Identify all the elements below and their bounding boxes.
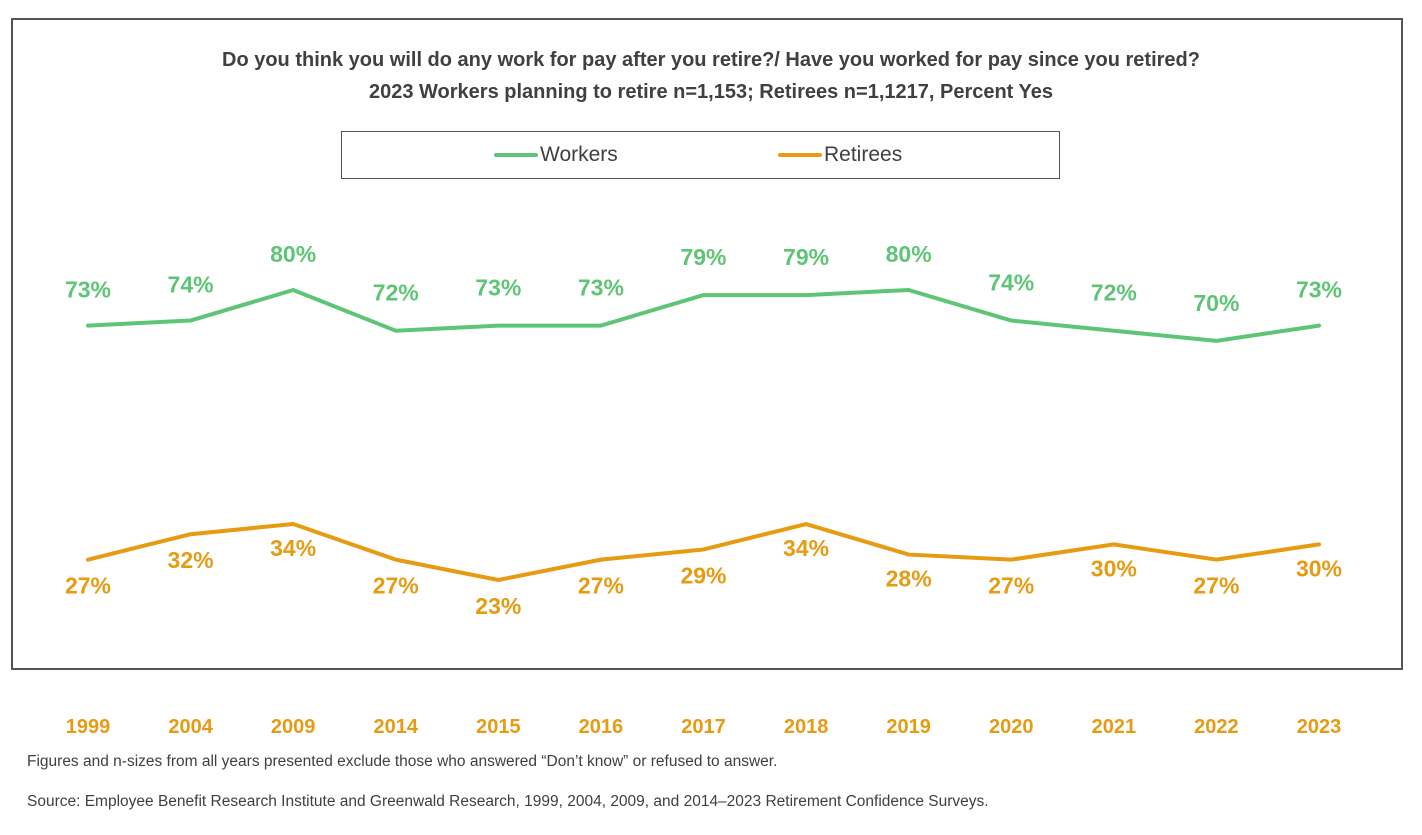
legend-label-workers: Workers (540, 142, 618, 166)
data-label-workers-2023: 73% (1296, 277, 1342, 303)
x-tick-label-2016: 2016 (579, 716, 624, 738)
chart-legend: Workers Retirees (341, 131, 1060, 179)
x-tick-label-2017: 2017 (681, 716, 726, 738)
series-line-workers (86, 288, 1321, 343)
data-label-workers-2017: 79% (680, 244, 726, 270)
data-label-workers-2018: 79% (783, 244, 829, 270)
data-label-retirees-2009: 34% (270, 535, 316, 561)
data-label-retirees-2004: 32% (168, 547, 214, 573)
chart-title-block: Do you think you will do any work for pa… (0, 44, 1422, 108)
chart-subtitle: 2023 Workers planning to retire n=1,153;… (368, 81, 1054, 103)
data-label-retirees-1999: 27% (65, 573, 111, 599)
data-label-retirees-2014: 27% (373, 573, 419, 599)
data-label-workers-2021: 72% (1091, 280, 1137, 306)
source-note: Source: Employee Benefit Research Instit… (27, 793, 989, 810)
data-label-retirees-2020: 27% (988, 573, 1034, 599)
data-label-retirees-2021: 30% (1091, 555, 1137, 581)
data-label-workers-2019: 80% (886, 241, 932, 267)
data-label-workers-2020: 74% (988, 270, 1034, 296)
legend-swatch-workers (494, 152, 538, 157)
x-tick-label-2021: 2021 (1092, 716, 1137, 738)
x-tick-label-2023: 2023 (1297, 716, 1342, 738)
x-tick-label-1999: 1999 (66, 716, 111, 738)
legend-swatch-retirees (778, 152, 822, 157)
data-label-workers-2016: 73% (578, 275, 624, 301)
data-label-workers-2004: 74% (168, 272, 214, 298)
data-label-workers-2015: 73% (475, 275, 521, 301)
footnote: Figures and n-sizes from all years prese… (27, 753, 778, 770)
chart-frame (11, 18, 1403, 670)
legend-item-workers: Workers (494, 132, 618, 177)
data-label-retirees-2023: 30% (1296, 555, 1342, 581)
legend-item-retirees: Retirees (778, 132, 902, 177)
x-tick-label-2014: 2014 (374, 716, 419, 738)
x-tick-label-2019: 2019 (886, 716, 931, 738)
x-tick-label-2020: 2020 (989, 716, 1034, 738)
series-line-retirees (86, 522, 1321, 582)
x-tick-label-2015: 2015 (476, 716, 521, 738)
data-label-retirees-2019: 28% (886, 566, 932, 592)
data-label-workers-2014: 72% (373, 280, 419, 306)
data-label-retirees-2017: 29% (680, 562, 726, 588)
chart-title: Do you think you will do any work for pa… (222, 49, 1200, 71)
data-label-workers-2022: 70% (1193, 290, 1239, 316)
x-tick-label-2022: 2022 (1194, 716, 1239, 738)
data-label-workers-1999: 73% (65, 277, 111, 303)
x-tick-label-2004: 2004 (168, 716, 213, 738)
data-label-retirees-2018: 34% (783, 535, 829, 561)
data-label-workers-2009: 80% (270, 241, 316, 267)
legend-label-retirees: Retirees (824, 142, 903, 166)
x-tick-label-2018: 2018 (784, 716, 829, 738)
data-label-retirees-2015: 23% (475, 593, 521, 619)
data-label-retirees-2016: 27% (578, 573, 624, 599)
x-tick-label-2009: 2009 (271, 716, 316, 738)
data-label-retirees-2022: 27% (1193, 573, 1239, 599)
